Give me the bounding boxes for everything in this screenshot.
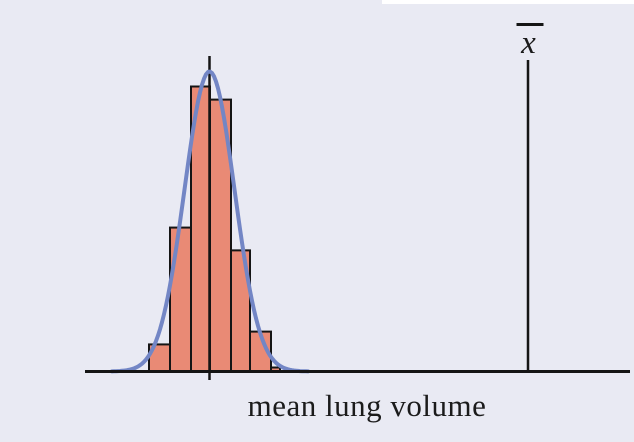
xbar-overline <box>516 23 544 26</box>
xbar-annotation: x <box>516 23 544 61</box>
normal-curve <box>110 69 310 374</box>
histogram-bar <box>169 226 192 373</box>
x-axis-title: mean lung volume <box>247 388 487 423</box>
top-white-strip <box>382 0 634 4</box>
xbar-letter: x <box>521 25 536 61</box>
